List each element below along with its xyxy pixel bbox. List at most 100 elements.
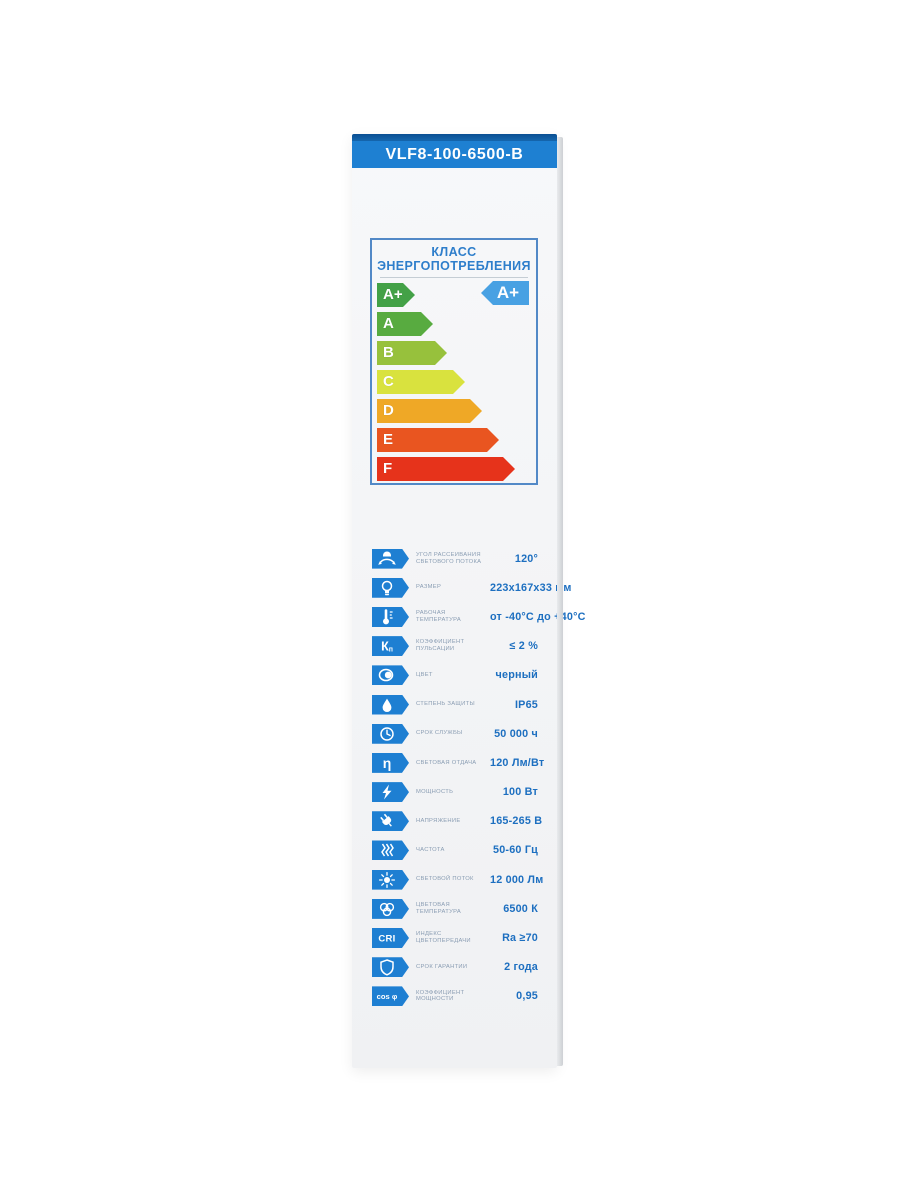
lightning-icon	[372, 782, 402, 802]
spec-label: СВЕТОВОЙ ПОТОК	[416, 876, 474, 883]
energy-class-arrow: A+	[377, 283, 415, 307]
spec-label: СТЕПЕНЬ ЗАЩИТЫ	[416, 701, 475, 708]
spec-label: УГОЛ РАССЕИВАНИЯ СВЕТОВОГО ПОТОКА	[416, 551, 482, 565]
spec-value: 0,95	[516, 990, 538, 1003]
box-top-fold	[352, 134, 557, 141]
spec-icon-badge	[372, 811, 409, 832]
cri-icon	[372, 928, 402, 948]
spec-row: СРОК СЛУЖБЫ 50 000 ч	[372, 719, 538, 748]
spec-label: СРОК СЛУЖБЫ	[416, 730, 463, 737]
spec-label: РАЗМЕР	[416, 584, 442, 591]
energy-class-letter: A	[383, 315, 394, 332]
spec-icon-badge	[372, 636, 409, 657]
spec-label: МОЩНОСТЬ	[416, 788, 454, 795]
spec-icon-badge	[372, 723, 409, 744]
spec-value: 100 Вт	[502, 786, 538, 799]
spec-row: УГОЛ РАССЕИВАНИЯ СВЕТОВОГО ПОТОКА 120°	[372, 544, 538, 573]
spec-row: СРОК ГАРАНТИИ 2 года	[372, 953, 538, 982]
spec-icon-badge	[372, 694, 409, 715]
spec-row: РАБОЧАЯ ТЕМПЕРАТУРА от -40°C до +40°C	[372, 602, 585, 631]
spec-row: ЧАСТОТА 50-60 Гц	[372, 836, 538, 865]
spec-icon-badge	[372, 577, 409, 598]
energy-class-arrow: F	[377, 457, 515, 481]
spec-value: Ra ≥70	[502, 932, 538, 945]
eta-icon	[372, 753, 402, 773]
spec-row: РАЗМЕР 223x167x33 мм	[372, 573, 571, 602]
model-number: VLF8-100-6500-B	[385, 145, 524, 163]
spec-value: черный	[495, 669, 538, 682]
color-temperature-icon	[372, 899, 402, 919]
energy-class-arrow: E	[377, 428, 499, 452]
shield-icon	[372, 957, 402, 977]
spec-row: СТЕПЕНЬ ЗАЩИТЫ IP65	[372, 690, 538, 719]
energy-class-letter: A+	[383, 286, 403, 303]
frequency-icon	[372, 840, 402, 860]
spec-icon-badge	[372, 986, 409, 1007]
energy-class-letter: F	[383, 460, 393, 477]
energy-title-line1: КЛАСС	[431, 245, 477, 259]
pulsation-icon	[372, 636, 402, 656]
energy-class-arrow: C	[377, 370, 465, 394]
spec-icon-badge	[372, 606, 409, 627]
energy-class-arrow: B	[377, 341, 447, 365]
spec-list: УГОЛ РАССЕИВАНИЯ СВЕТОВОГО ПОТОКА 120° Р…	[372, 544, 585, 1011]
spec-label: ЦВЕТОВАЯ ТЕМПЕРАТУРА	[416, 902, 462, 915]
spec-value: от -40°C до +40°C	[490, 610, 586, 623]
spec-row: НАПРЯЖЕНИЕ 165-265 В	[372, 807, 542, 836]
spec-value: 50-60 Гц	[493, 844, 538, 857]
plug-icon	[372, 811, 402, 831]
spec-row: ЦВЕТ черный	[372, 661, 538, 690]
energy-class-arrow: A	[377, 312, 433, 336]
energy-label-title: КЛАСС ЭНЕРГОПОТРЕБЛЕНИЯ	[372, 245, 536, 273]
sun-icon	[372, 870, 402, 890]
spec-label: СВЕТОВАЯ ОТДАЧА	[416, 759, 477, 766]
product-box: VLF8-100-6500-B КЛАСС ЭНЕРГОПОТРЕБЛЕНИЯ …	[352, 134, 585, 1068]
spec-row: КОЭФФИЦИЕНТ МОЩНОСТИ 0,95	[372, 982, 538, 1011]
energy-label: КЛАСС ЭНЕРГОПОТРЕБЛЕНИЯ A+ A B C D E F A…	[370, 238, 538, 485]
spec-row: КОЭФФИЦИЕНТ ПУЛЬСАЦИИ ≤ 2 %	[372, 632, 538, 661]
spec-icon-badge	[372, 548, 409, 569]
spec-value: 223x167x33 мм	[490, 581, 572, 594]
spec-value: 120 Лм/Вт	[490, 756, 545, 769]
spec-icon-badge	[372, 869, 409, 890]
energy-class-letter: B	[383, 344, 394, 361]
spec-icon-badge	[372, 782, 409, 803]
spec-icon-badge	[372, 752, 409, 773]
spec-value: 120°	[514, 552, 538, 565]
spec-value: IP65	[514, 698, 538, 711]
spec-icon-badge	[372, 928, 409, 949]
clock-icon	[372, 724, 402, 744]
spec-label: НАПРЯЖЕНИЕ	[416, 817, 461, 824]
bulb-icon	[372, 578, 402, 598]
energy-title-line2: ЭНЕРГОПОТРЕБЛЕНИЯ	[377, 258, 531, 273]
spec-row: СВЕТОВАЯ ОТДАЧА 120 Лм/Вт	[372, 748, 544, 777]
energy-class-letter: D	[383, 402, 394, 419]
spec-row: СВЕТОВОЙ ПОТОК 12 000 Лм	[372, 865, 543, 894]
spec-icon-badge	[372, 665, 409, 686]
spec-row: ЦВЕТОВАЯ ТЕМПЕРАТУРА 6500 К	[372, 894, 538, 923]
spec-label: ЧАСТОТА	[416, 847, 445, 854]
spec-icon-badge	[372, 957, 409, 978]
spec-value: 165-265 В	[490, 815, 543, 828]
spec-label: СРОК ГАРАНТИИ	[416, 963, 468, 970]
spec-row: МОЩНОСТЬ 100 Вт	[372, 778, 538, 807]
current-class-badge: A+	[481, 281, 529, 305]
energy-title-divider	[380, 277, 528, 278]
energy-class-letter: C	[383, 373, 394, 390]
beam-angle-icon	[372, 549, 402, 569]
energy-class-letter: E	[383, 431, 394, 448]
spec-value: 12 000 Лм	[490, 873, 544, 886]
color-icon	[372, 665, 402, 685]
spec-label: РАБОЧАЯ ТЕМПЕРАТУРА	[416, 610, 462, 623]
spec-value: 50 000 ч	[494, 727, 538, 740]
model-header: VLF8-100-6500-B	[352, 141, 557, 168]
spec-icon-badge	[372, 898, 409, 919]
spec-label: КОЭФФИЦИЕНТ ПУЛЬСАЦИИ	[416, 639, 465, 653]
cos-phi-icon	[372, 986, 402, 1006]
thermometer-icon	[372, 607, 402, 627]
spec-value: 6500 К	[503, 902, 538, 915]
spec-icon-badge	[372, 840, 409, 861]
spec-label: КОЭФФИЦИЕНТ МОЩНОСТИ	[416, 989, 465, 1003]
energy-class-arrow: D	[377, 399, 482, 423]
